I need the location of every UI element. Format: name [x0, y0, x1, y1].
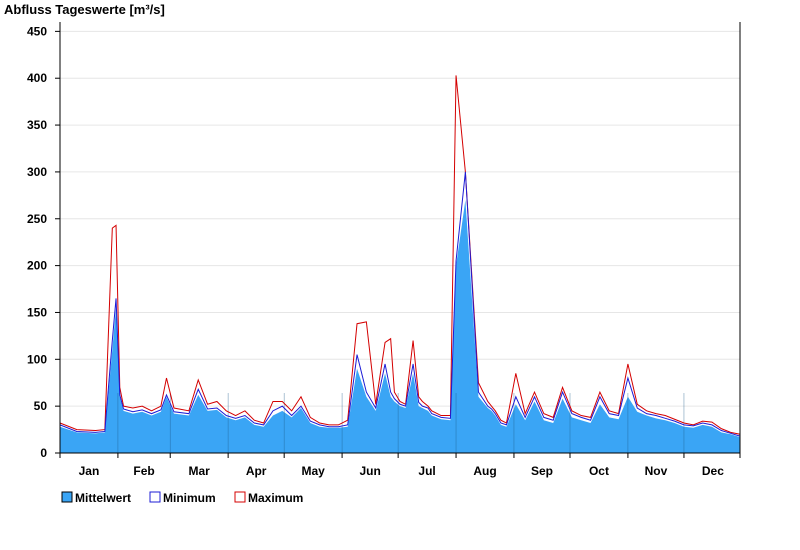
- series-mittelwert-area: [60, 200, 740, 453]
- grid-lines: [60, 30, 740, 407]
- series-maximum-line: [59, 75, 741, 435]
- legend-label: Minimum: [163, 491, 216, 505]
- y-tick-label: 350: [27, 118, 47, 132]
- y-tick-label: 0: [40, 446, 47, 460]
- y-tick-label: 250: [27, 212, 47, 226]
- x-tick-label: Jul: [418, 464, 435, 478]
- x-tick-label: Feb: [133, 464, 154, 478]
- x-tick-label: Mar: [189, 464, 211, 478]
- y-tick-label: 50: [34, 399, 48, 413]
- legend-swatch-mittelwert: [61, 491, 73, 503]
- y-tick-label: 150: [27, 305, 47, 319]
- axes: [59, 22, 741, 454]
- x-tick-label: May: [301, 464, 325, 478]
- x-tick-label: Dec: [702, 464, 724, 478]
- x-tick-label: Jan: [79, 464, 100, 478]
- legend-label: Mittelwert: [75, 491, 131, 505]
- x-tick-label: Aug: [473, 464, 496, 478]
- legend: Mittelwert Minimum Maximum: [61, 491, 303, 505]
- legend-swatch-maximum: [234, 491, 246, 503]
- x-tick-label: Apr: [246, 464, 267, 478]
- y-tick-label: 400: [27, 71, 47, 85]
- y-tick-label: 200: [27, 259, 47, 273]
- x-tick-label: Sep: [531, 464, 553, 478]
- chart-title: Abfluss Tageswerte [m³/s]: [4, 2, 165, 17]
- x-tick-label: Nov: [645, 464, 668, 478]
- x-tick-label: Oct: [589, 464, 609, 478]
- x-tick-label: Jun: [359, 464, 380, 478]
- y-axis: 0 50 100 150 200 250 300 350 400 450: [27, 24, 60, 460]
- legend-swatch-minimum: [149, 491, 161, 503]
- y-tick-label: 100: [27, 352, 47, 366]
- series-layer: [59, 75, 741, 453]
- legend-label: Maximum: [248, 491, 303, 505]
- y-tick-label: 300: [27, 165, 47, 179]
- series-minimum-line: [59, 171, 741, 437]
- y-tick-label: 450: [27, 24, 47, 38]
- x-axis: Jan Feb Mar Apr May Jun Jul Aug Sep Oct Nov Dec: [59, 453, 741, 478]
